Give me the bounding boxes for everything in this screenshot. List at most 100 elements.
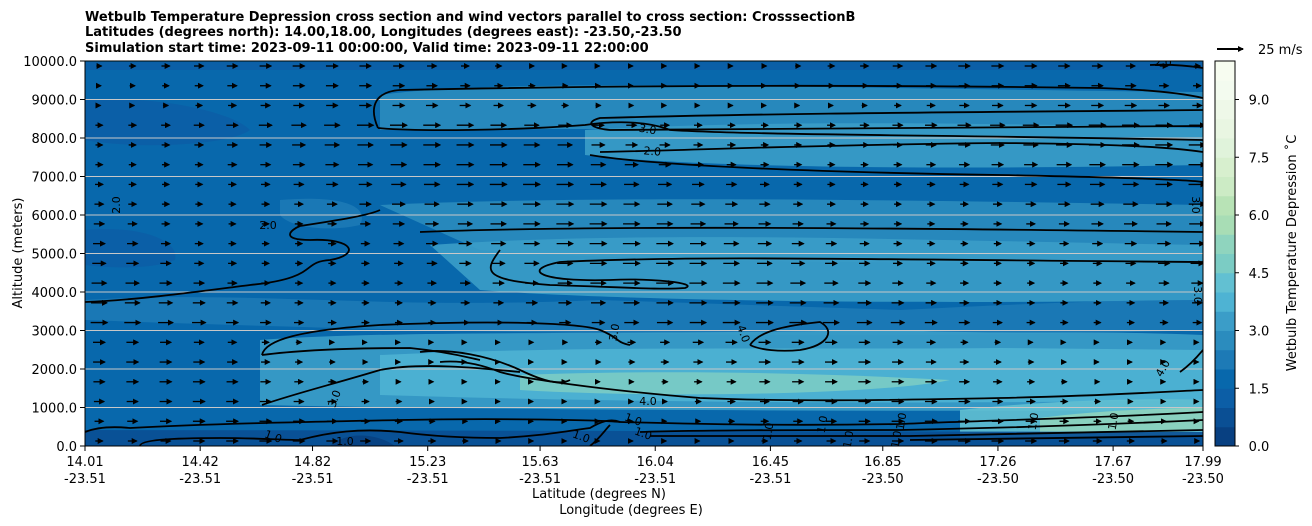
contour-label: 4.0 (734, 323, 752, 344)
x-tick-label-lat: 15.63 (521, 455, 558, 470)
contour-lines (85, 63, 1203, 446)
contour-label: 1.0 (841, 430, 857, 449)
x-tick-label-lon: -23.51 (749, 472, 791, 487)
x-tick-label-lat: 15.23 (409, 455, 446, 470)
colorbar-segment (1215, 349, 1235, 370)
field-layer-1 (380, 85, 1203, 130)
y-tick-label: 5000.0 (32, 248, 78, 263)
colorbar-tick-label: 7.5 (1249, 151, 1270, 166)
colorbar-segment (1215, 118, 1235, 139)
x-tick-label-lat: 16.85 (864, 455, 901, 470)
wind-key: 25 m/s (1217, 43, 1303, 58)
title-line-3: Simulation start time: 2023-09-11 00:00:… (85, 41, 649, 56)
contour-line-11 (749, 321, 830, 352)
x-tick-label-lon: -23.51 (179, 472, 221, 487)
contour-line-10 (261, 347, 481, 361)
x-tick-label-lon: -23.50 (1092, 472, 1134, 487)
contour-line-21 (639, 419, 1203, 433)
wind-vectors (90, 63, 1203, 444)
x-axis-label-latitude: Latitude (degrees N) (532, 487, 666, 502)
colorbar-segment (1215, 61, 1235, 81)
colorbar-segment (1215, 80, 1235, 100)
contour-label: 3.0 (607, 323, 623, 342)
contour-label: 1.0 (761, 422, 777, 441)
colorbar-segment (1215, 215, 1235, 235)
y-tick-label: 9000.0 (32, 94, 78, 109)
title-line-1: Wetbulb Temperature Depression cross sec… (85, 10, 855, 25)
y-gridlines (85, 61, 1203, 446)
x-axis: 14.01 -23.51 14.42 -23.51 14.82 -23.51 15.23 -2… (64, 446, 1224, 487)
colorbar-segment (1215, 99, 1235, 120)
colorbar-segment (1215, 292, 1235, 312)
y-tick-label: 7000.0 (32, 171, 78, 186)
contour-label: 2.0 (643, 144, 662, 158)
x-tick-label-lon: -23.51 (519, 472, 561, 487)
contour-label: 1.0 (571, 428, 592, 446)
contour-label: 1.0 (336, 435, 354, 448)
y-tick-label: 3000.0 (32, 325, 78, 340)
plot-area: 2.0 3.0 2.0 2.0 2.0 3.0 3.0 4.0 3.0 4.0 1.0 1.0 1.0 1… (85, 61, 1204, 449)
y-tick-label: 2000.0 (32, 363, 78, 378)
contour-labels: 2.0 3.0 2.0 2.0 2.0 3.0 3.0 4.0 3.0 4.0 1.0 1.0 1.0 1… (110, 61, 1204, 449)
contour-line-8 (489, 249, 1203, 290)
contour-label: 2.0 (259, 219, 277, 232)
x-tick-label-lat: 14.82 (294, 455, 331, 470)
colorbar-segment (1215, 234, 1235, 254)
colorbar-segment (1215, 176, 1235, 197)
x-tick-label-lon: -23.50 (1182, 472, 1224, 487)
contour-line-6 (85, 209, 381, 303)
x-tick-label-lon: -23.51 (407, 472, 449, 487)
contour-line-19 (589, 424, 611, 446)
x-axis-label-longitude: Longitude (degrees E) (559, 503, 703, 518)
contour-label: 1.0 (633, 425, 654, 443)
colorbar-segment (1215, 138, 1235, 158)
colorbar-segment (1215, 407, 1235, 428)
y-axis-label: Altitude (meters) (11, 198, 26, 309)
contour-line-5 (589, 154, 1203, 183)
x-tick-label-lat: 14.42 (182, 455, 219, 470)
x-tick-label-lon: -23.51 (634, 472, 676, 487)
x-tick-label-lat: 14.01 (66, 455, 103, 470)
contour-line-7 (419, 226, 1203, 233)
wind-key-label: 25 m/s (1258, 43, 1303, 58)
y-tick-label: 6000.0 (32, 209, 78, 224)
x-tick-label-lon: -23.50 (977, 472, 1019, 487)
y-tick-label: 8000.0 (32, 132, 78, 147)
contour-line-16 (85, 418, 621, 433)
contour-line-4 (599, 142, 1203, 153)
x-tick-label-lon: -23.51 (292, 472, 334, 487)
y-tick-label: 4000.0 (32, 286, 78, 301)
contour-line-22 (650, 429, 1203, 437)
contour-label: 3.0 (1191, 286, 1204, 304)
y-axis: 0.0 1000.0 2000.0 3000.0 4000.0 5000.0 6000.0 7… (23, 55, 85, 455)
colorbar-frame (1214, 60, 1236, 447)
colorbar-segment (1215, 388, 1235, 408)
contour-line-17 (139, 437, 301, 446)
x-tick-label-lat: 17.67 (1095, 455, 1132, 470)
x-tick-label-lat: 17.26 (979, 455, 1016, 470)
colorbar-tick-label: 1.5 (1249, 382, 1270, 397)
y-tick-label: 1000.0 (32, 402, 78, 417)
colorbar-segment (1215, 426, 1235, 447)
colorbar-label: Wetbulb Temperature Depression ˚C (1284, 135, 1300, 372)
colorbar-segment (1215, 195, 1235, 216)
title-line-2: Latitudes (degrees north): 14.00,18.00, … (85, 25, 682, 40)
colorbar-tick-label: 4.5 (1249, 267, 1270, 282)
contour-line-1 (373, 84, 1203, 129)
colorbar-tick-label: 3.0 (1249, 325, 1270, 340)
colorbar-segment (1215, 253, 1235, 274)
contour-line-23 (909, 435, 1203, 441)
contour-line-18 (299, 419, 621, 441)
x-tick-label-lat: 16.45 (752, 455, 789, 470)
colorbar-segment (1215, 330, 1235, 351)
contour-label: 1.0 (1106, 412, 1122, 431)
chart-title: Wetbulb Temperature Depression cross sec… (85, 10, 855, 56)
contour-line-15 (1179, 349, 1203, 373)
colorbar: 0.0 1.5 3.0 4.5 6.0 7.5 9.0 (1215, 61, 1269, 455)
colorbar-segment (1215, 369, 1235, 389)
x-tick-label-lon: -23.50 (862, 472, 904, 487)
x-tick-label-lat: 17.99 (1184, 455, 1221, 470)
colorbar-tick-label: 6.0 (1249, 209, 1270, 224)
x-tick-label-lon: -23.51 (64, 472, 106, 487)
